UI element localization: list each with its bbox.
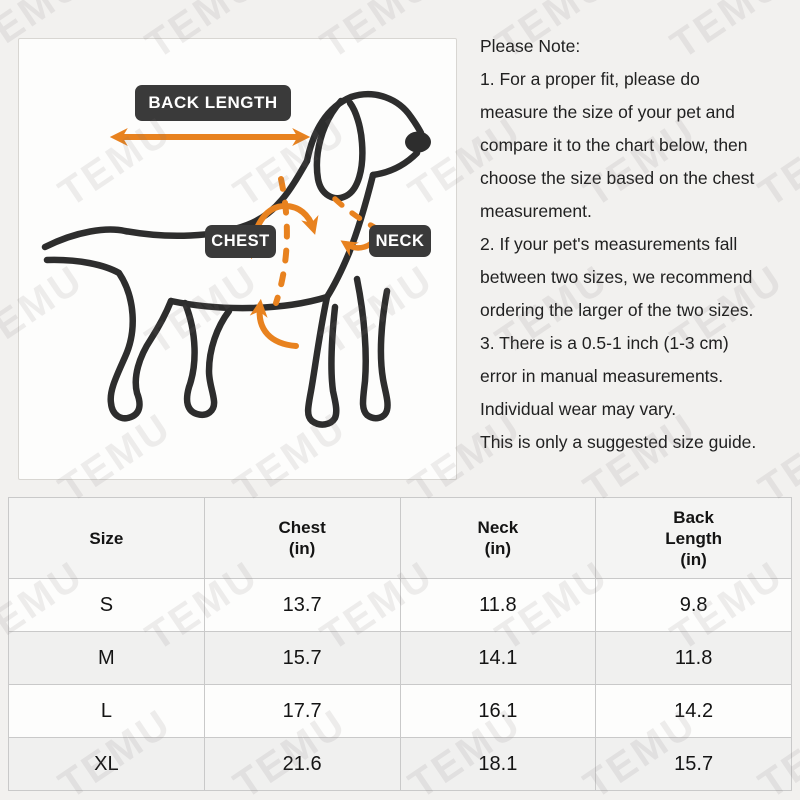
neck-value: 14.1 [399, 631, 597, 685]
notes-panel: Please Note: 1. For a proper fit, please… [480, 30, 798, 459]
chest-value: 21.6 [203, 737, 401, 791]
table-row-l: L 17.7 16.1 14.2 [8, 684, 792, 738]
column-header-chest: Chest (in) [203, 497, 401, 579]
measurement-diagram: BACK LENGTH CHEST NECK [18, 38, 457, 480]
back-length-value: 9.8 [595, 578, 792, 632]
neck-value: 16.1 [399, 684, 597, 738]
size-value: S [8, 578, 205, 632]
back-length-value: 11.8 [595, 631, 792, 685]
back-length-value: 15.7 [595, 737, 792, 791]
back-length-label: BACK LENGTH [135, 85, 291, 121]
notes-body: 1. For a proper fit, please do measure t… [480, 69, 757, 452]
column-header-neck: Neck (in) [399, 497, 597, 579]
table-row-xl: XL 21.6 18.1 15.7 [8, 737, 792, 791]
table-row-s: S 13.7 11.8 9.8 [8, 578, 792, 632]
chest-value: 15.7 [203, 631, 401, 685]
chest-lower-arrow [249, 298, 299, 349]
chest-label: CHEST [205, 225, 276, 258]
dog-outline [41, 90, 425, 428]
chest-value: 17.7 [203, 684, 401, 738]
dog-illustration [41, 90, 431, 428]
size-value: L [8, 684, 205, 738]
back-length-value: 14.2 [595, 684, 792, 738]
column-header-size: Size [8, 497, 205, 579]
column-header-back-length: Back Length (in) [595, 497, 792, 579]
table-row-m: M 15.7 14.1 11.8 [8, 631, 792, 685]
neck-value: 11.8 [399, 578, 597, 632]
size-value: M [8, 631, 205, 685]
notes-title: Please Note: [480, 36, 581, 56]
chest-value: 13.7 [203, 578, 401, 632]
table-header-row: Size Chest (in) Neck (in) Back Length (i… [8, 497, 792, 579]
size-value: XL [8, 737, 205, 791]
dog-nose [405, 131, 431, 153]
neck-label: NECK [369, 225, 431, 257]
neck-value: 18.1 [399, 737, 597, 791]
size-table: Size Chest (in) Neck (in) Back Length (i… [8, 497, 792, 791]
